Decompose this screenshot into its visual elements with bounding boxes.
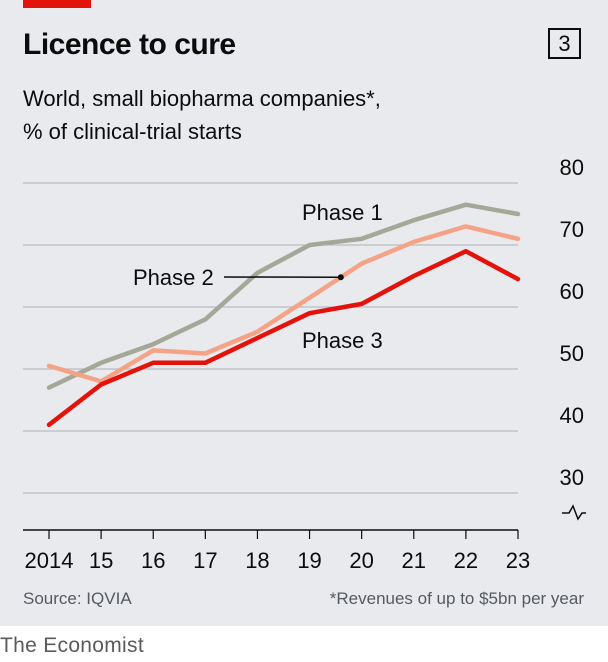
x-tick-label-19: 19 bbox=[297, 548, 321, 573]
x-tick-label-22: 22 bbox=[454, 548, 478, 573]
subtitle-line-1: World, small biopharma companies*, bbox=[23, 86, 381, 111]
x-axis: 2014 15 16 17 18 19 20 21 22 23 bbox=[23, 529, 530, 573]
series-line-phase3 bbox=[46, 248, 521, 428]
x-tick-label-16: 16 bbox=[141, 548, 165, 573]
series-label-phase3: Phase 3 bbox=[302, 328, 383, 353]
y-tick-label-50: 50 bbox=[560, 341, 584, 366]
y-tick-label-60: 60 bbox=[560, 279, 584, 304]
y-tick-label-70: 70 bbox=[560, 217, 584, 242]
series-line-phase1 bbox=[46, 202, 521, 390]
y-axis-labels: 30 40 50 60 70 80 bbox=[560, 155, 586, 521]
chart-number-badge: 3 bbox=[548, 28, 581, 59]
footnote: *Revenues of up to $5bn per year bbox=[329, 589, 584, 608]
x-tick-label-17: 17 bbox=[193, 548, 217, 573]
brand-red-tab bbox=[23, 0, 91, 8]
subtitle-line-2: % of clinical-trial starts bbox=[23, 119, 242, 144]
x-tick-label-2014: 2014 bbox=[25, 548, 74, 573]
x-tick-label-18: 18 bbox=[245, 548, 269, 573]
y-tick-label-80: 80 bbox=[560, 155, 584, 180]
x-tick-label-20: 20 bbox=[349, 548, 373, 573]
phase2-leader-dot bbox=[337, 274, 344, 281]
x-tick-label-21: 21 bbox=[402, 548, 426, 573]
chart-title: Licence to cure bbox=[23, 28, 236, 61]
series-lines bbox=[46, 202, 521, 428]
y-tick-label-40: 40 bbox=[560, 403, 584, 428]
gridlines bbox=[23, 182, 518, 494]
axis-break-icon bbox=[562, 504, 586, 521]
series-labels: Phase 1 Phase 2 Phase 3 bbox=[133, 200, 383, 353]
series-line-phase2 bbox=[46, 224, 521, 384]
source-note: Source: IQVIA bbox=[23, 589, 132, 608]
chart-subtitle: World, small biopharma companies*, % of … bbox=[23, 82, 381, 148]
series-label-phase2: Phase 2 bbox=[133, 265, 214, 290]
x-tick-label-23: 23 bbox=[506, 548, 530, 573]
brand-wordmark: The Economist bbox=[0, 634, 144, 657]
x-tick-label-15: 15 bbox=[89, 548, 113, 573]
chart-card bbox=[0, 0, 608, 626]
series-label-phase1: Phase 1 bbox=[302, 200, 383, 225]
y-tick-label-30: 30 bbox=[560, 465, 584, 490]
line-chart: 30 40 50 60 70 80 2014 15 16 17 18 19 20 21 22 23 Phas… bbox=[23, 155, 586, 573]
